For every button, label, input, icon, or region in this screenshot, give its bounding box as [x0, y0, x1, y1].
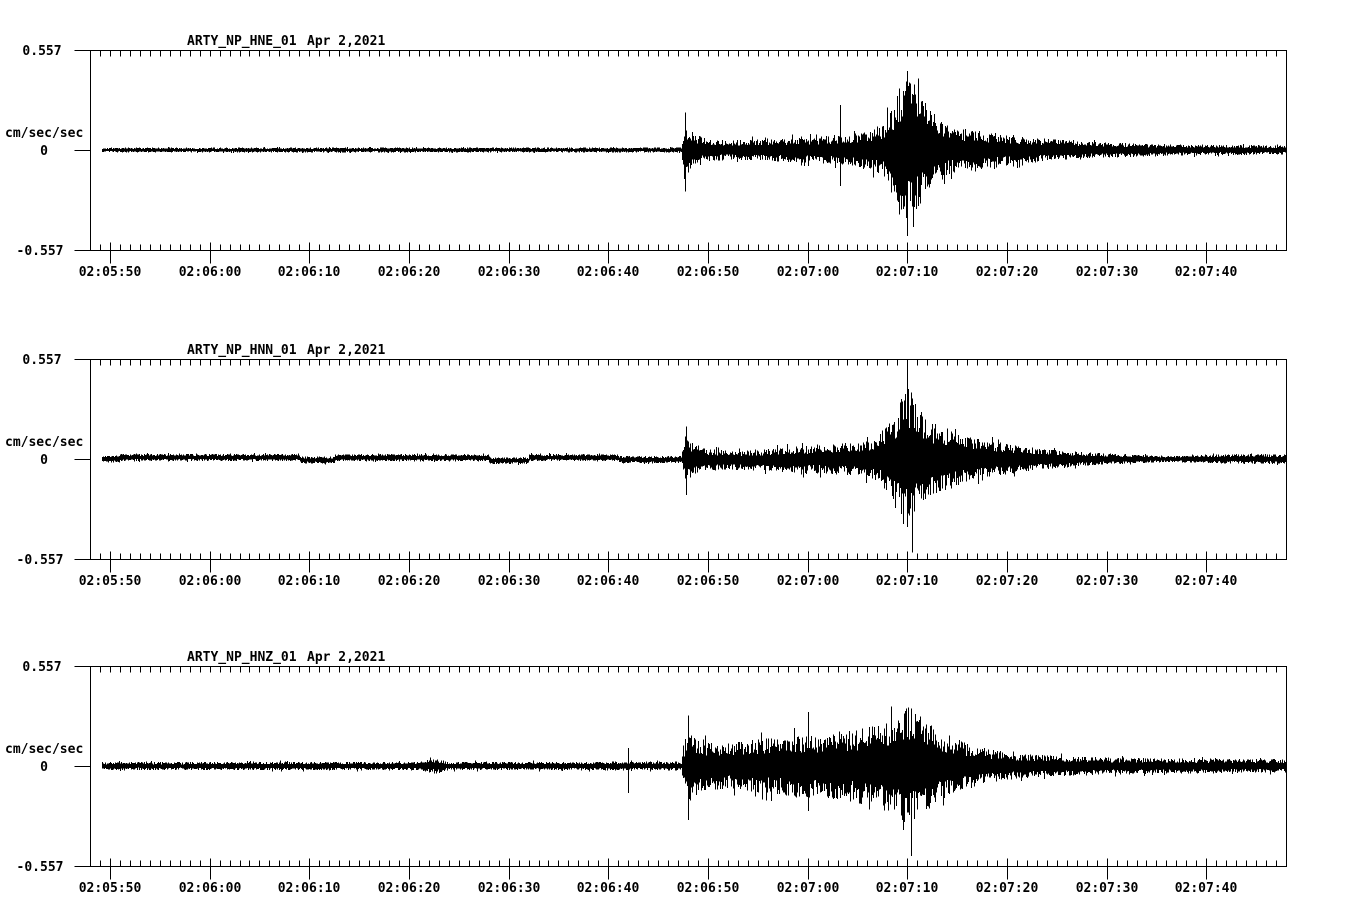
y-axis-units-label: cm/sec/sec [5, 742, 83, 757]
axis-ticks [74, 50, 1277, 264]
ytick-label-min: -0.557 [17, 244, 64, 259]
station-title: ARTY_NP_HNN_01 [187, 343, 297, 358]
xtick-label: 02:07:30 [1076, 881, 1139, 896]
ytick-label-zero: 0 [40, 760, 48, 775]
xtick-label: 02:07:40 [1175, 574, 1238, 589]
date-label: Apr 2,2021 [307, 343, 385, 358]
ytick-label-max: 0.557 [22, 660, 61, 675]
xtick-label: 02:07:30 [1076, 574, 1139, 589]
ytick-label-max: 0.557 [22, 353, 61, 368]
station-title: ARTY_NP_HNE_01 [187, 34, 297, 49]
xtick-label: 02:07:10 [876, 574, 939, 589]
xtick-label: 02:06:30 [478, 265, 541, 280]
xtick-label: 02:07:00 [777, 881, 840, 896]
xtick-label: 02:05:50 [79, 265, 142, 280]
xtick-label: 02:06:00 [179, 574, 242, 589]
xtick-label: 02:07:20 [976, 265, 1039, 280]
xtick-label: 02:06:20 [378, 265, 441, 280]
xtick-label: 02:05:50 [79, 881, 142, 896]
axis-ticks [74, 359, 1277, 573]
xtick-label: 02:07:00 [777, 574, 840, 589]
xtick-label: 02:06:40 [577, 881, 640, 896]
xtick-label: 02:06:40 [577, 574, 640, 589]
xtick-label: 02:07:10 [876, 881, 939, 896]
xtick-label: 02:05:50 [79, 574, 142, 589]
xtick-label: 02:07:40 [1175, 881, 1238, 896]
waveform-trace [102, 365, 1287, 553]
xtick-label: 02:06:10 [278, 881, 341, 896]
xtick-label: 02:07:30 [1076, 265, 1139, 280]
ytick-label-zero: 0 [40, 144, 48, 159]
xtick-label: 02:06:00 [179, 881, 242, 896]
date-label: Apr 2,2021 [307, 34, 385, 49]
ytick-label-zero: 0 [40, 453, 48, 468]
xtick-label: 02:06:40 [577, 265, 640, 280]
station-title: ARTY_NP_HNZ_01 [187, 650, 297, 665]
panel-arty_np_hnn_01: ARTY_NP_HNN_01 Apr 2,2021 0.557 0 -0.557 cm/s… [5, 343, 1287, 589]
xtick-label: 02:06:30 [478, 574, 541, 589]
xtick-label: 02:07:20 [976, 574, 1039, 589]
ytick-label-min: -0.557 [17, 860, 64, 875]
xtick-label: 02:06:50 [677, 265, 740, 280]
xtick-label: 02:06:50 [677, 574, 740, 589]
xtick-label: 02:07:10 [876, 265, 939, 280]
ytick-label-min: -0.557 [17, 553, 64, 568]
xtick-label: 02:06:20 [378, 574, 441, 589]
axis-ticks [74, 666, 1277, 880]
xtick-label: 02:06:00 [179, 265, 242, 280]
waveform-trace [102, 71, 1287, 237]
panel-arty_np_hne_01: ARTY_NP_HNE_01 Apr 2,2021 0.557 0 -0.557 cm/s… [5, 34, 1287, 280]
ytick-label-max: 0.557 [22, 44, 61, 59]
xtick-label: 02:07:00 [777, 265, 840, 280]
date-label: Apr 2,2021 [307, 650, 385, 665]
xtick-label: 02:07:40 [1175, 265, 1238, 280]
y-axis-units-label: cm/sec/sec [5, 126, 83, 141]
xtick-label: 02:06:10 [278, 574, 341, 589]
y-axis-units-label: cm/sec/sec [5, 435, 83, 450]
panel-arty_np_hnz_01: ARTY_NP_HNZ_01 Apr 2,2021 0.557 0 -0.557 cm/s… [5, 650, 1287, 896]
waveform-trace [102, 706, 1287, 856]
xtick-label: 02:06:30 [478, 881, 541, 896]
xtick-label: 02:06:10 [278, 265, 341, 280]
xtick-label: 02:06:50 [677, 881, 740, 896]
xtick-label: 02:06:20 [378, 881, 441, 896]
xtick-label: 02:07:20 [976, 881, 1039, 896]
